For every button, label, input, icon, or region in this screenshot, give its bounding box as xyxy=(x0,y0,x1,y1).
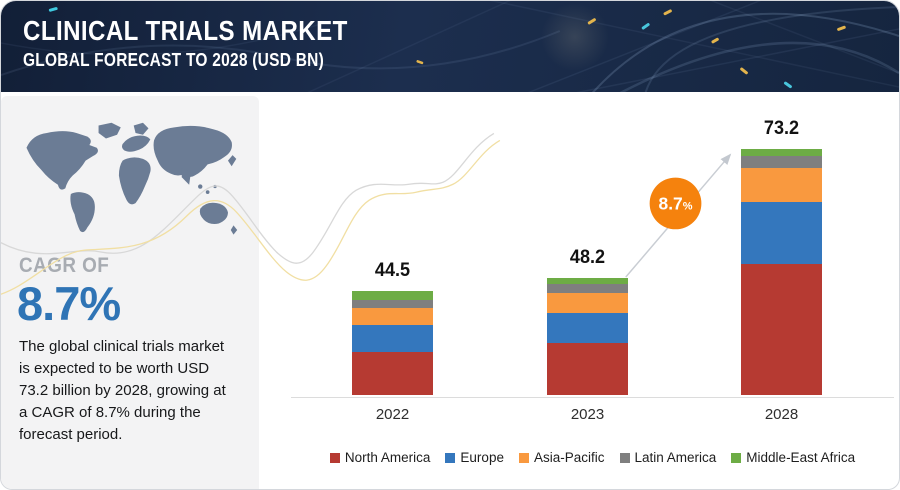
legend-swatch-middle-east-africa xyxy=(731,452,742,463)
bar-segment-2028-north-america xyxy=(741,263,822,395)
svg-text:8.7%: 8.7% xyxy=(659,193,693,213)
bar-segment-2022-europe xyxy=(352,325,433,353)
bar-segment-2023-asia-pacific xyxy=(547,293,628,314)
cagr-value: 8.7% xyxy=(17,277,121,330)
bar-segment-2023-latin-america xyxy=(547,284,628,294)
cagr-label: CAGR OF xyxy=(19,254,110,277)
summary-sidebar: CAGR OF 8.7% The global clinical trials … xyxy=(1,96,259,489)
legend-swatch-latin-america xyxy=(619,452,630,463)
x-axis-label-2028: 2028 xyxy=(764,406,799,423)
growth-badge-circle xyxy=(649,177,702,230)
legend-item-middle-east-africa: Middle-East Africa xyxy=(731,450,855,465)
legend-swatch-europe xyxy=(445,452,456,463)
x-axis-line xyxy=(291,397,894,398)
bar-value-label-2023: 48.2 xyxy=(569,247,606,268)
bar-segment-2022-asia-pacific xyxy=(352,308,433,326)
legend-item-north-america: North America xyxy=(329,450,431,465)
bar-segment-2023-north-america xyxy=(547,342,628,395)
header-banner: CLINICAL TRIALS MARKET GLOBAL FORECAST T… xyxy=(1,1,899,92)
bar-segment-2028-middle-east-africa xyxy=(741,149,822,157)
legend-item-latin-america: Latin America xyxy=(619,450,717,465)
bar-segment-2022-middle-east-africa xyxy=(352,291,433,300)
legend-item-asia-pacific: Asia-Pacific xyxy=(518,450,605,465)
page-subtitle: GLOBAL FORECAST TO 2028 (USD BN) xyxy=(23,50,324,71)
page-title: CLINICAL TRIALS MARKET xyxy=(23,15,348,46)
legend-label-asia-pacific: Asia-Pacific xyxy=(533,450,605,465)
bar-value-label-2028: 73.2 xyxy=(763,118,800,139)
world-map-icon xyxy=(26,122,238,235)
bar-chart: 8.7% North America Europe Asia-Pacific Lati… xyxy=(259,92,899,489)
network-decoration-graphic xyxy=(1,1,899,92)
market-description: The global clinical trials market is exp… xyxy=(19,338,226,443)
banner-light-dashes xyxy=(48,7,846,89)
bar-segment-2028-europe xyxy=(741,201,822,264)
legend-label-north-america: North America xyxy=(344,450,431,465)
bar-segment-2022-latin-america xyxy=(352,299,433,309)
bar-segment-2023-europe xyxy=(547,313,628,343)
percent-suffix: % xyxy=(683,200,693,212)
x-axis-label-2023: 2023 xyxy=(570,406,605,423)
bar-segment-2023-middle-east-africa xyxy=(547,278,628,285)
legend-swatch-asia-pacific xyxy=(518,452,529,463)
growth-badge-value: 8.7 xyxy=(659,193,683,213)
bar-segment-2028-latin-america xyxy=(741,156,822,168)
legend-item-europe: Europe xyxy=(445,450,504,465)
bar-segment-2028-asia-pacific xyxy=(741,167,822,202)
legend-label-europe: Europe xyxy=(460,450,504,465)
chart-legend: North America Europe Asia-Pacific Latin Ame… xyxy=(291,450,894,465)
legend-swatch-north-america xyxy=(329,452,340,463)
bar-value-label-2022: 44.5 xyxy=(374,260,411,281)
legend-label-latin-america: Latin America xyxy=(634,450,717,465)
bar-segment-2022-north-america xyxy=(352,352,433,395)
x-axis-label-2022: 2022 xyxy=(375,406,410,423)
legend-label-middle-east-africa: Middle-East Africa xyxy=(746,450,856,465)
